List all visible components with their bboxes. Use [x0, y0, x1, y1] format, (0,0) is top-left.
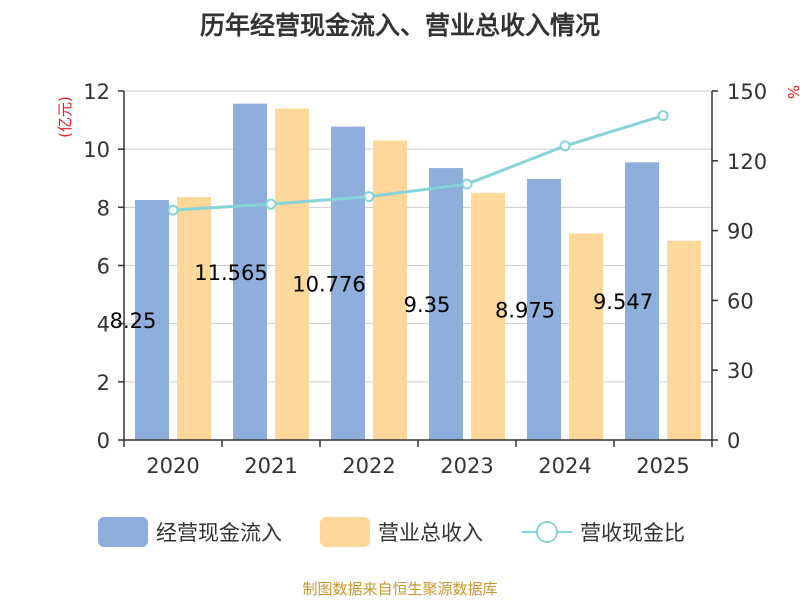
- bar-revenue: [471, 192, 505, 440]
- y-left-tick-label: 8: [97, 196, 110, 220]
- data-label-cash-inflow: 10.776: [292, 272, 365, 296]
- chart-legend: 经营现金流入 营业总收入 营收现金比: [0, 512, 800, 552]
- y-left-tick-label: 0: [97, 429, 110, 453]
- y-left-tick-label: 12: [83, 80, 110, 104]
- bar-revenue: [177, 197, 211, 440]
- point-ratio: [559, 140, 571, 152]
- point-ratio: [167, 204, 179, 216]
- x-tick-label: 2025: [636, 454, 689, 478]
- y-left-axis-title: (亿元): [56, 96, 74, 138]
- source-note: 制图数据来自恒生聚源数据库: [302, 580, 498, 598]
- data-label-cash-inflow: 8.975: [495, 298, 555, 322]
- legend-item-cash-inflow: 经营现金流入: [98, 512, 282, 552]
- line-ratio: [172, 114, 664, 212]
- y-right-tick-label: 90: [727, 220, 754, 244]
- bar-cash-inflow: [135, 200, 169, 440]
- y-left-tick-label: 10: [83, 138, 110, 162]
- y-right-tick-label: 0: [727, 429, 740, 453]
- bar-cash-inflow: [429, 168, 463, 440]
- legend-item-revenue: 营业总收入: [320, 512, 483, 552]
- y-left-tick-label: 6: [97, 255, 110, 279]
- legend-label-cash-inflow: 经营现金流入: [156, 521, 282, 545]
- legend-swatch-revenue: [320, 517, 370, 547]
- legend-label-ratio: 营收现金比: [580, 521, 685, 545]
- data-label-cash-inflow: 8.25: [110, 309, 157, 333]
- y-right-tick-label: 120: [727, 150, 767, 174]
- y-left-tick-label: 4: [97, 313, 110, 337]
- y-left-tick-label: 2: [97, 371, 110, 395]
- data-label-cash-inflow: 9.35: [404, 293, 451, 317]
- data-label-cash-inflow: 9.547: [593, 290, 653, 314]
- bar-revenue: [275, 108, 309, 440]
- bar-cash-inflow: [625, 162, 659, 440]
- bar-revenue: [667, 240, 701, 440]
- y-right-tick-label: 150: [727, 80, 767, 104]
- y-right-tick-label: 60: [727, 289, 754, 313]
- legend-swatch-cash-inflow: [98, 517, 148, 547]
- bar-cash-inflow: [233, 103, 267, 441]
- y-right-axis-title: %: [784, 85, 800, 99]
- bar-revenue: [373, 140, 407, 441]
- x-tick-label: 2022: [342, 454, 395, 478]
- bar-cash-inflow: [527, 178, 561, 440]
- x-tick-label: 2020: [146, 454, 199, 478]
- data-label-cash-inflow: 11.565: [194, 261, 267, 285]
- x-tick-label: 2024: [538, 454, 591, 478]
- bar-revenue: [569, 233, 603, 440]
- x-tick-label: 2023: [440, 454, 493, 478]
- x-tick-label: 2021: [244, 454, 297, 478]
- legend-item-ratio: 营收现金比: [522, 512, 685, 552]
- chart-title: 历年经营现金流入、营业总收入情况: [199, 11, 600, 40]
- y-right-tick-label: 30: [727, 359, 754, 383]
- point-ratio: [363, 191, 375, 203]
- point-ratio: [657, 110, 669, 122]
- point-ratio: [265, 198, 277, 210]
- legend-swatch-ratio: [522, 517, 572, 547]
- point-ratio: [461, 178, 473, 190]
- legend-label-revenue: 营业总收入: [378, 521, 483, 545]
- bar-cash-inflow: [331, 126, 365, 441]
